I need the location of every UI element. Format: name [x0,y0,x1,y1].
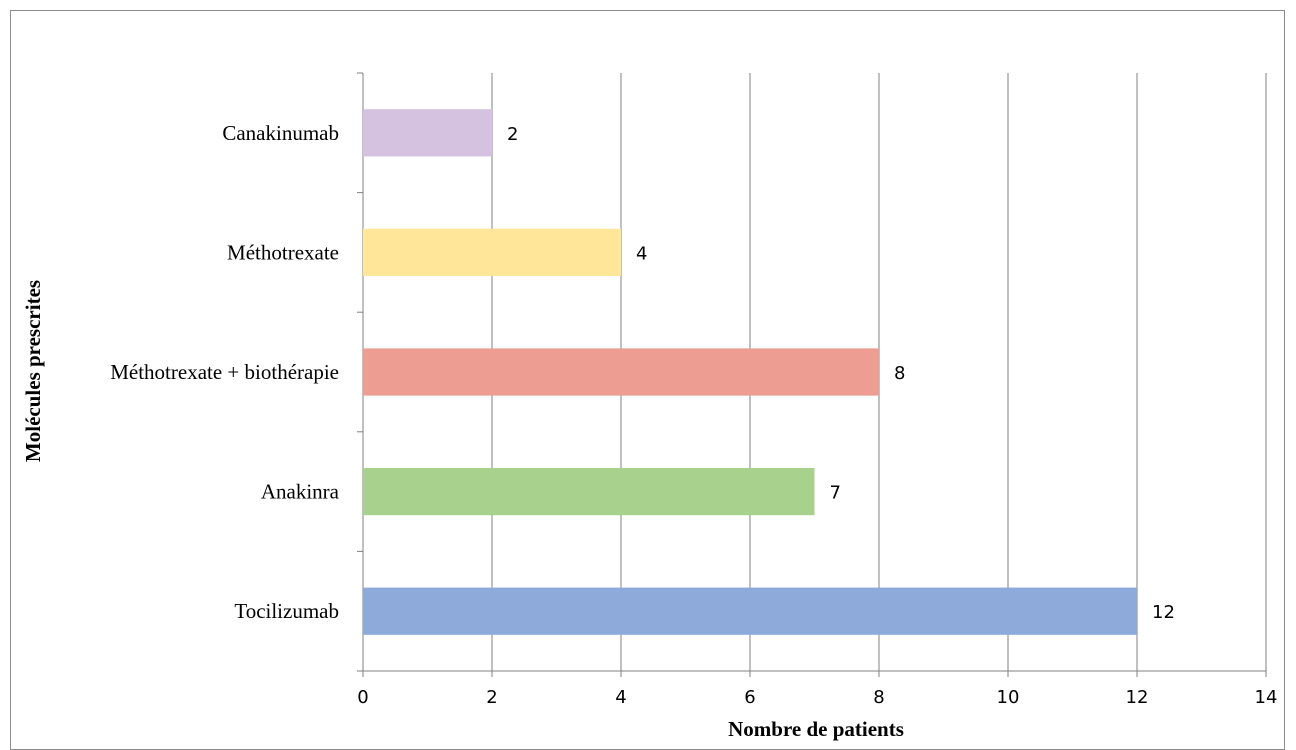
x-tick-label-6: 12 [1126,687,1149,708]
grid-lines [491,73,1267,671]
data-label-2: 8 [894,363,905,384]
bar-3 [363,228,621,277]
data-label-3: 4 [636,243,647,264]
category-label-4: Canakinumab [222,121,339,145]
category-label-0: Tocilizumab [234,599,339,623]
x-tick-label-7: 14 [1255,687,1278,708]
data-label-1: 7 [830,483,841,504]
x-tick-label-4: 8 [873,687,884,708]
category-label-2: Méthotrexate + biothérapie [110,360,339,384]
bar-0 [363,587,1137,635]
x-axis-title: Nombre de patients [728,717,904,741]
x-tick-label-5: 10 [997,687,1020,708]
bar-2 [363,348,879,396]
y-axis-title: Molécules prescrites [21,280,45,462]
category-label-3: Méthotrexate [227,240,339,264]
data-label-4: 2 [507,124,518,145]
x-tick-label-1: 2 [486,687,497,708]
x-tick-label-2: 4 [615,687,626,708]
data-label-0: 12 [1152,602,1175,623]
x-tick-label-3: 6 [744,687,755,708]
bar-1 [363,467,815,516]
bar-4 [363,109,492,157]
bars [363,109,1137,635]
category-label-1: Anakinra [261,480,340,504]
x-tick-label-0: 0 [357,687,368,708]
labels: 0 2 4 6 8 10 12 14 12 Tocilizumab 7 Anakinra 8 Méthot… [110,121,1277,708]
